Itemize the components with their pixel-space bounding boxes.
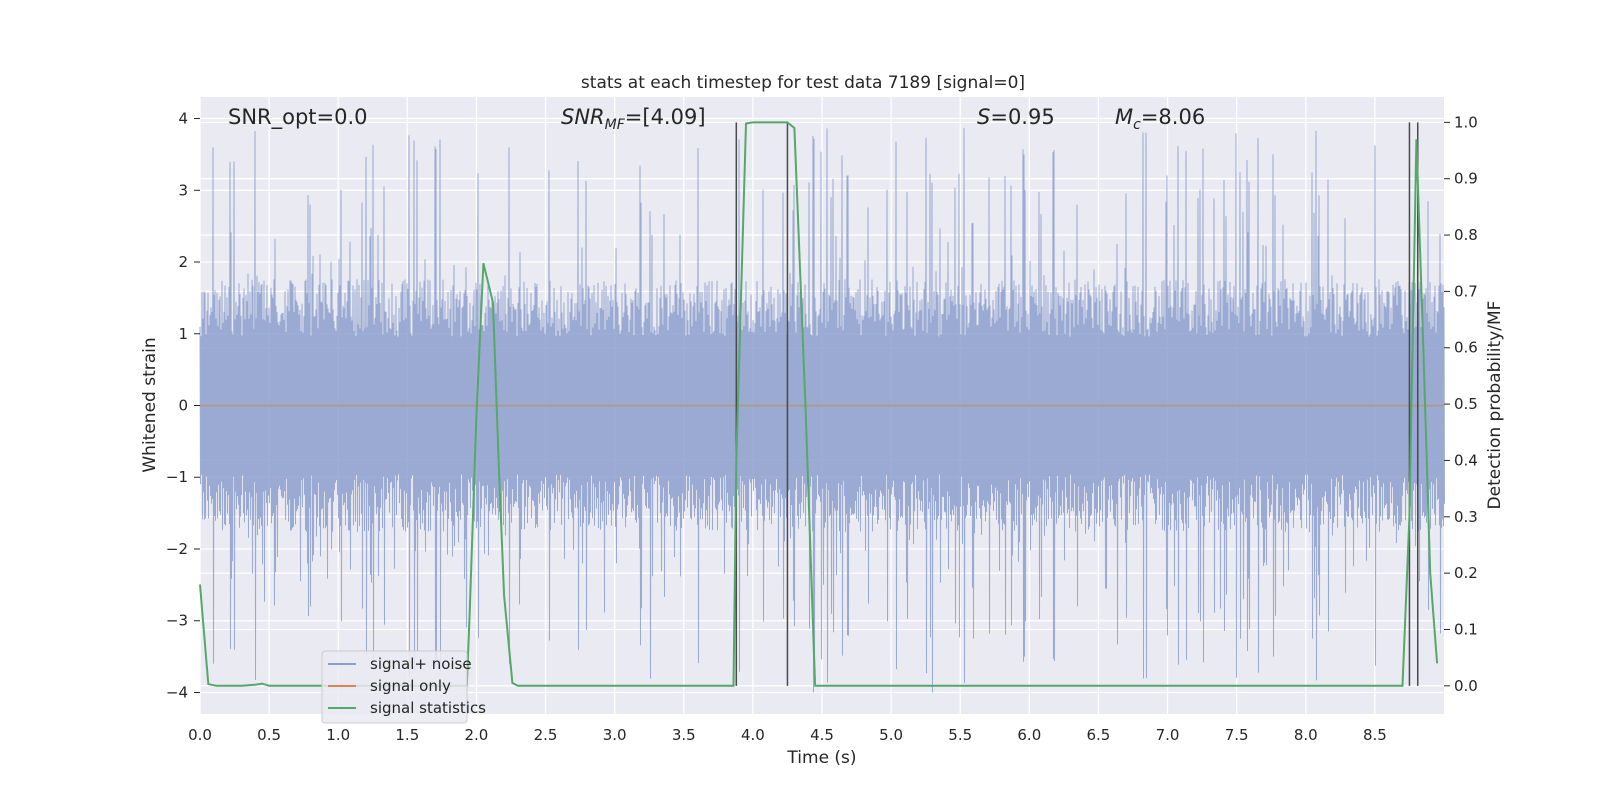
s-value: =0.95 <box>990 105 1054 129</box>
y-tick-label: −1 <box>166 468 188 486</box>
snr-mf-value: =[4.09] <box>625 105 706 129</box>
y-right-tick-label: 0.8 <box>1454 226 1478 244</box>
x-tick-label: 6.5 <box>1087 726 1111 744</box>
y-right-tick-label: 0.0 <box>1454 677 1478 695</box>
x-tick-label: 7.5 <box>1225 726 1249 744</box>
y-right-tick-label: 0.6 <box>1454 339 1478 357</box>
x-tick-label: 1.5 <box>395 726 419 744</box>
legend-box <box>321 650 468 724</box>
detection-markers <box>735 122 1419 686</box>
y-right-tick-label: 1.0 <box>1454 113 1478 131</box>
x-tick-label: 6.0 <box>1017 726 1041 744</box>
y-tick-label: −3 <box>166 612 188 630</box>
mc-symbol: M <box>1115 105 1133 129</box>
y-right-axis-label: Detection probability/MF <box>1485 301 1505 510</box>
x-tick-label: 2.5 <box>534 726 558 744</box>
chart-title: stats at each timestep for test data 718… <box>581 73 1025 93</box>
legend-label-signal-statistics: signal statistics <box>370 699 486 717</box>
legend: signal+ noise signal only signal statist… <box>321 650 486 724</box>
y-tick-label: −2 <box>166 540 188 558</box>
s-symbol: S <box>977 105 990 129</box>
x-axis-ticks: 0.0 0.5 1.0 1.5 2.0 2.5 3.0 3.5 4.0 4.5 5.0 5.5 6.0 6… <box>188 726 1387 744</box>
y-tick-label: 3 <box>178 181 188 199</box>
x-tick-label: 1.0 <box>326 726 350 744</box>
mc-subscript: c <box>1133 117 1141 133</box>
y-right-axis-ticks: 0.0 0.1 0.2 0.3 0.4 0.5 0.6 0.7 0.8 0.9 1.0 <box>1444 113 1478 695</box>
snr-opt-annotation: SNR_opt=0.0 <box>228 105 368 130</box>
x-tick-label: 7.0 <box>1156 726 1180 744</box>
y-tick-label: 1 <box>178 325 188 343</box>
y-tick-label: 0 <box>178 397 188 415</box>
legend-label-signal-only: signal only <box>370 677 451 695</box>
x-tick-label: 2.0 <box>465 726 489 744</box>
y-right-tick-label: 0.2 <box>1454 564 1478 582</box>
x-tick-label: 5.0 <box>879 726 903 744</box>
x-tick-label: 3.5 <box>672 726 696 744</box>
x-tick-label: 8.5 <box>1363 726 1387 744</box>
y-tick-label: 4 <box>178 110 188 128</box>
x-tick-label: 4.5 <box>810 726 834 744</box>
x-tick-label: 0.5 <box>257 726 281 744</box>
y-axis-ticks: −4 −3 −2 −1 0 1 2 3 4 <box>166 110 200 701</box>
x-tick-label: 8.0 <box>1294 726 1318 744</box>
y-right-tick-label: 0.3 <box>1454 508 1478 526</box>
x-tick-label: 0.0 <box>188 726 212 744</box>
y-tick-label: 2 <box>178 253 188 271</box>
snr-mf-symbol: SNR <box>561 105 605 129</box>
snr-mf-annotation: SNRMF=[4.09] <box>561 105 706 133</box>
signal-statistics-line <box>199 121 1439 687</box>
y-tick-label: −4 <box>166 683 188 701</box>
s-annotation: S=0.95 <box>977 105 1055 129</box>
y-right-tick-label: 0.4 <box>1454 451 1478 469</box>
legend-label-signal-noise: signal+ noise <box>370 655 472 673</box>
x-tick-label: 5.5 <box>948 726 972 744</box>
y-right-tick-label: 0.5 <box>1454 395 1478 413</box>
mc-annotation: Mc=8.06 <box>1115 105 1205 133</box>
y-right-tick-label: 0.9 <box>1454 170 1478 188</box>
x-tick-label: 3.0 <box>603 726 627 744</box>
signal-statistics-series <box>199 121 1439 687</box>
x-axis-label: Time (s) <box>786 748 856 768</box>
y-right-tick-label: 0.1 <box>1454 620 1478 638</box>
mc-value: =8.06 <box>1141 105 1205 129</box>
y-right-tick-label: 0.7 <box>1454 282 1478 300</box>
y-axis-label: Whitened strain <box>140 337 160 472</box>
x-tick-label: 4.0 <box>741 726 765 744</box>
snr-mf-subscript: MF <box>605 117 626 133</box>
